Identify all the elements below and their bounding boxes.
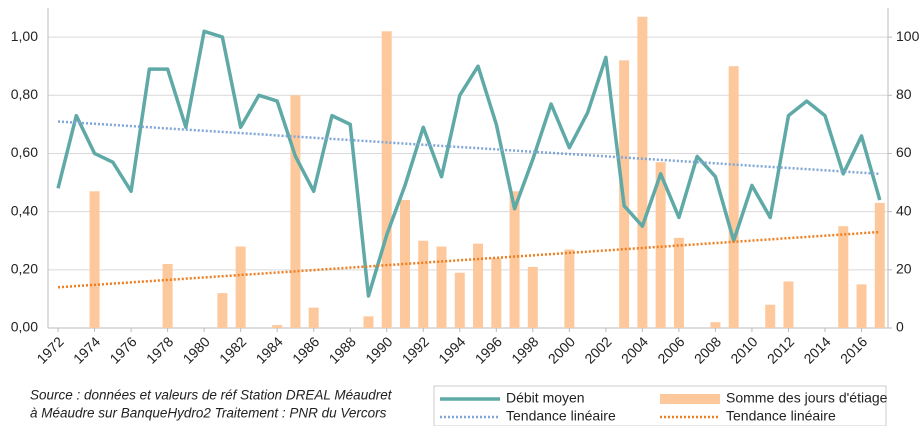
x-tick-label: 1972: [33, 333, 66, 366]
x-tick-label: 2014: [800, 333, 833, 366]
bar: [874, 202, 885, 328]
bar: [381, 31, 392, 328]
y-tick-label: 1,00: [11, 28, 38, 44]
y2-tick-label: 20: [896, 261, 912, 277]
y-tick-label: 0,20: [11, 261, 38, 277]
y2-tick-label: 40: [896, 202, 912, 218]
x-tick-label: 2008: [691, 333, 724, 366]
legend-box: [433, 385, 887, 426]
legend-label: Somme des jours d'étiage: [726, 390, 888, 406]
bar: [783, 281, 794, 328]
x-tick-label: 1996: [472, 333, 505, 366]
bar: [235, 246, 246, 328]
bar: [838, 226, 849, 328]
x-tick-label: 1992: [399, 333, 432, 366]
legend-label: Débit moyen: [506, 390, 585, 406]
bar: [491, 258, 502, 328]
bar: [272, 325, 283, 328]
bar: [765, 304, 776, 328]
x-tick-label: 1984: [253, 333, 286, 366]
bar: [710, 322, 721, 328]
x-tick-label: 1990: [362, 333, 395, 366]
x-tick-label: 1974: [70, 333, 103, 366]
bar: [89, 191, 100, 328]
x-tick-label: 1976: [106, 333, 139, 366]
bar: [564, 249, 575, 328]
y2-tick-label: 0: [896, 319, 904, 335]
bar: [418, 240, 429, 328]
x-tick-label: 1998: [508, 333, 541, 366]
bar: [637, 16, 648, 329]
x-tick-label: 2016: [837, 333, 870, 366]
y-tick-label: 0,60: [11, 144, 38, 160]
x-tick-label: 2012: [764, 333, 797, 366]
bar: [290, 95, 301, 328]
bar: [454, 272, 465, 328]
x-tick-label: 1986: [289, 333, 322, 366]
x-tick-label: 2004: [618, 333, 651, 366]
bar: [655, 162, 666, 328]
x-tick-label: 1982: [216, 333, 249, 366]
legend-label: Tendance linéaire: [506, 408, 616, 424]
legend-label: Tendance linéaire: [726, 408, 836, 424]
x-tick-label: 2006: [654, 333, 687, 366]
bar: [217, 293, 228, 328]
source-note: à Méaudre sur BanqueHydro2 Traitement : …: [30, 406, 387, 421]
bar: [473, 243, 484, 328]
y2-tick-label: 80: [896, 86, 912, 102]
y-tick-label: 0,00: [11, 319, 38, 335]
line: [56, 29, 882, 298]
y2-tick-label: 60: [896, 144, 912, 160]
x-tick-label: 1988: [326, 333, 359, 366]
bar: [527, 266, 538, 328]
x-tick-label: 2002: [581, 333, 614, 366]
bar: [363, 316, 374, 328]
y-tick-label: 0,40: [11, 202, 38, 218]
x-tick-label: 1980: [180, 333, 213, 366]
bar: [673, 237, 684, 328]
x-tick-label: 2000: [545, 333, 578, 366]
bar: [856, 284, 867, 328]
x-tick-label: 2010: [727, 333, 760, 366]
bar: [308, 307, 319, 328]
x-tick-label: 1978: [143, 333, 176, 366]
y-tick-label: 0,80: [11, 86, 38, 102]
trend-line: [57, 120, 880, 176]
bar: [509, 191, 520, 328]
bar: [436, 246, 447, 328]
legend-swatch: [660, 394, 720, 404]
trend-line: [57, 230, 880, 289]
bar: [728, 66, 739, 328]
bar: [400, 200, 410, 328]
y2-tick-label: 100: [896, 28, 920, 44]
x-tick-label: 1994: [435, 333, 468, 366]
bar: [162, 264, 173, 328]
source-note: Source : données et valeurs de réf Stati…: [30, 388, 393, 403]
